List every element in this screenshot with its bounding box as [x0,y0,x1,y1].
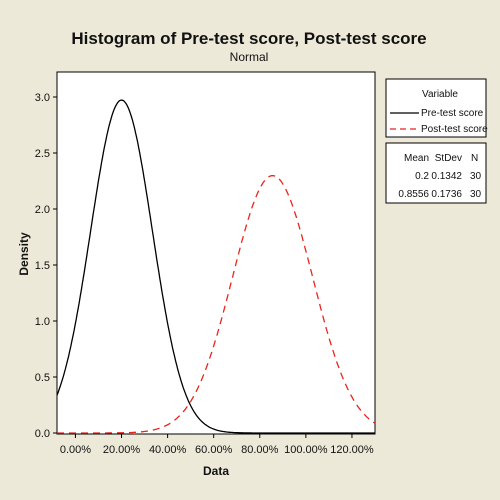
stats-box [385,142,487,204]
curves-group [56,99,376,434]
curve-pre-test-score [56,99,375,434]
x-axis-label: Data [203,464,229,478]
x-tick-label: 40.00% [149,444,187,456]
x-tick-label: 20.00% [103,444,141,456]
chart-subtitle: Normal [230,50,269,64]
stats-header-stdev: StDev [435,153,462,164]
x-tick-label: 120.00% [330,444,374,456]
y-tick-label: 2.0 [35,204,50,216]
y-tick-label: 0.5 [35,372,50,384]
legend-title: Variable [422,89,458,100]
x-tick-label: 80.00% [241,444,279,456]
y-tick-label: 1.0 [35,316,50,328]
legend-label-pre-test: Pre-test score [421,108,484,119]
y-tick-label: 2.5 [35,148,50,160]
stats-n-pre-test: 30 [470,171,482,182]
y-axis: 0.0 0.5 1.0 1.5 2.0 2.5 3.0 [35,92,57,440]
x-axis: 0.00% 20.00% 40.00% 60.00% 80.00% 100.00% 120.… [60,434,374,456]
plot-area [56,71,376,435]
x-tick-label: 100.00% [284,444,328,456]
curve-post-test-score [57,174,376,434]
y-tick-label: 1.5 [35,260,50,272]
stats-header-mean: Mean [404,153,429,164]
stats-mean-pre-test: 0.2 [415,171,429,182]
y-tick-label: 3.0 [35,92,50,104]
stats-stdev-pre-test: 0.1342 [431,171,462,182]
y-axis-label: Density [17,232,31,276]
stats-header-n: N [471,153,478,164]
x-tick-label: 0.00% [60,444,91,456]
y-tick-label: 0.0 [35,428,50,440]
legend-box[interactable] [385,78,487,138]
chart-title: Histogram of Pre-test score, Post-test s… [71,29,426,48]
stats-n-post-test: 30 [470,189,482,200]
x-tick-label: 60.00% [195,444,233,456]
stats-mean-post-test: 0.8556 [398,189,429,200]
legend-label-post-test: Post-test score [421,124,488,135]
stats-stdev-post-test: 0.1736 [431,189,462,200]
